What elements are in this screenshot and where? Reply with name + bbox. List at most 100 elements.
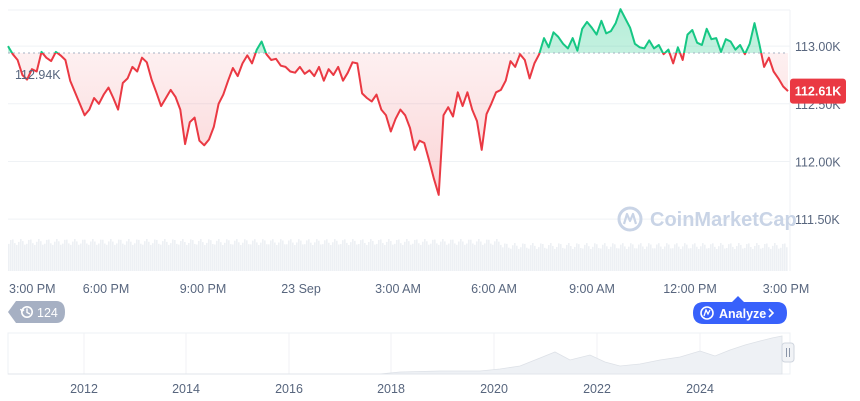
volume-bar: [332, 242, 334, 271]
volume-bar: [224, 242, 226, 271]
volume-bar: [348, 244, 350, 271]
navigator-handle-bg: [781, 342, 795, 363]
volume-bar: [466, 243, 468, 271]
volume-bar: [78, 244, 80, 271]
volume-bar: [110, 239, 112, 271]
volume-bar: [382, 243, 384, 271]
volume-bar: [58, 241, 60, 271]
volume-bar: [748, 243, 750, 271]
price-line-up: [7, 8, 763, 54]
volume-bar: [762, 247, 764, 271]
analyze-button[interactable]: Analyze: [693, 296, 787, 324]
volume-bar: [214, 244, 216, 271]
volume-bar: [472, 243, 474, 271]
volume-bar: [456, 244, 458, 271]
volume-bar: [676, 243, 678, 271]
volume-bar: [476, 241, 478, 271]
volume-bar: [176, 243, 178, 271]
history-badge[interactable]: 124: [8, 301, 65, 323]
volume-bar: [388, 239, 390, 271]
volume-bar: [212, 244, 214, 271]
volume-bar: [734, 248, 736, 271]
navigator-x-tick-label: 2014: [172, 382, 200, 396]
volume-bar: [778, 248, 780, 271]
volume-bar: [106, 244, 108, 271]
navigator-x-axis: 2012 2014 2016 2018 2020 2022 2024: [70, 382, 714, 396]
volume-bar: [258, 244, 260, 271]
volume-bar: [406, 239, 408, 271]
volume-bar: [746, 244, 748, 271]
volume-bar: [744, 247, 746, 271]
volume-bar: [410, 244, 412, 271]
volume-bar: [616, 248, 618, 271]
volume-bar: [190, 239, 192, 271]
volume-bar: [644, 248, 646, 271]
x-tick-label: 3:00 AM: [375, 282, 421, 296]
history-navigator[interactable]: [7, 332, 795, 375]
volume-bar: [140, 243, 142, 271]
volume-bar: [620, 244, 622, 271]
current-price-tag-bg: [790, 78, 846, 104]
volume-bar: [756, 243, 758, 271]
volume-bar: [724, 248, 726, 271]
volume-bar: [544, 247, 546, 271]
volume-bar: [774, 243, 776, 271]
navigator-x-tick-label: 2020: [480, 382, 508, 396]
volume-bar: [516, 245, 518, 271]
volume-bar: [336, 240, 338, 271]
volume-bar: [246, 240, 248, 271]
volume-bar: [88, 244, 90, 271]
volume-bar: [658, 243, 660, 271]
volume-bar: [108, 241, 110, 271]
volume-bar: [508, 247, 510, 271]
volume-bar: [86, 243, 88, 271]
volume-bar: [548, 245, 550, 271]
volume-bar: [272, 239, 274, 271]
volume-bar: [54, 241, 56, 271]
volume-bar: [464, 244, 466, 271]
volume-bar: [732, 246, 734, 271]
volume-bar: [666, 243, 668, 271]
volume-bar: [226, 239, 228, 271]
volume-bar: [286, 244, 288, 271]
volume-bar: [606, 246, 608, 271]
volume-bar: [684, 243, 686, 271]
volume-bar: [582, 248, 584, 271]
volume-bar: [344, 239, 346, 271]
volume-bar: [46, 239, 48, 271]
volume-bar: [742, 248, 744, 271]
volume-bar: [390, 241, 392, 271]
volume-bar: [562, 247, 564, 271]
volume-bar: [210, 240, 212, 271]
volume-bar: [60, 244, 62, 271]
volume-bar: [648, 243, 650, 271]
volume-bar: [454, 243, 456, 271]
volume-bar: [500, 244, 502, 271]
volume-bar: [24, 244, 26, 271]
volume-bar: [624, 246, 626, 271]
volume-bar: [244, 239, 246, 271]
volume-bar: [150, 244, 152, 271]
volume-bar: [596, 244, 598, 271]
area-fills: [8, 9, 788, 195]
grid-lines: [8, 9, 791, 271]
volume-bar: [568, 243, 570, 271]
volume-bar: [612, 243, 614, 271]
volume-bar: [510, 248, 512, 271]
volume-bar: [188, 243, 190, 271]
volume-bar: [80, 243, 82, 271]
volume-bar: [402, 244, 404, 271]
volume-bar: [66, 239, 68, 271]
volume-bar: [16, 244, 18, 271]
volume-bar: [72, 241, 74, 271]
volume-bar: [220, 242, 222, 271]
price-line-down: [10, 53, 789, 196]
volume-bar: [578, 244, 580, 271]
volume-bar: [768, 247, 770, 271]
navigator-handle[interactable]: [781, 342, 795, 363]
volume-bar: [558, 243, 560, 271]
volume-bar: [306, 240, 308, 271]
volume-bar: [722, 244, 724, 271]
volume-bar: [350, 242, 352, 271]
